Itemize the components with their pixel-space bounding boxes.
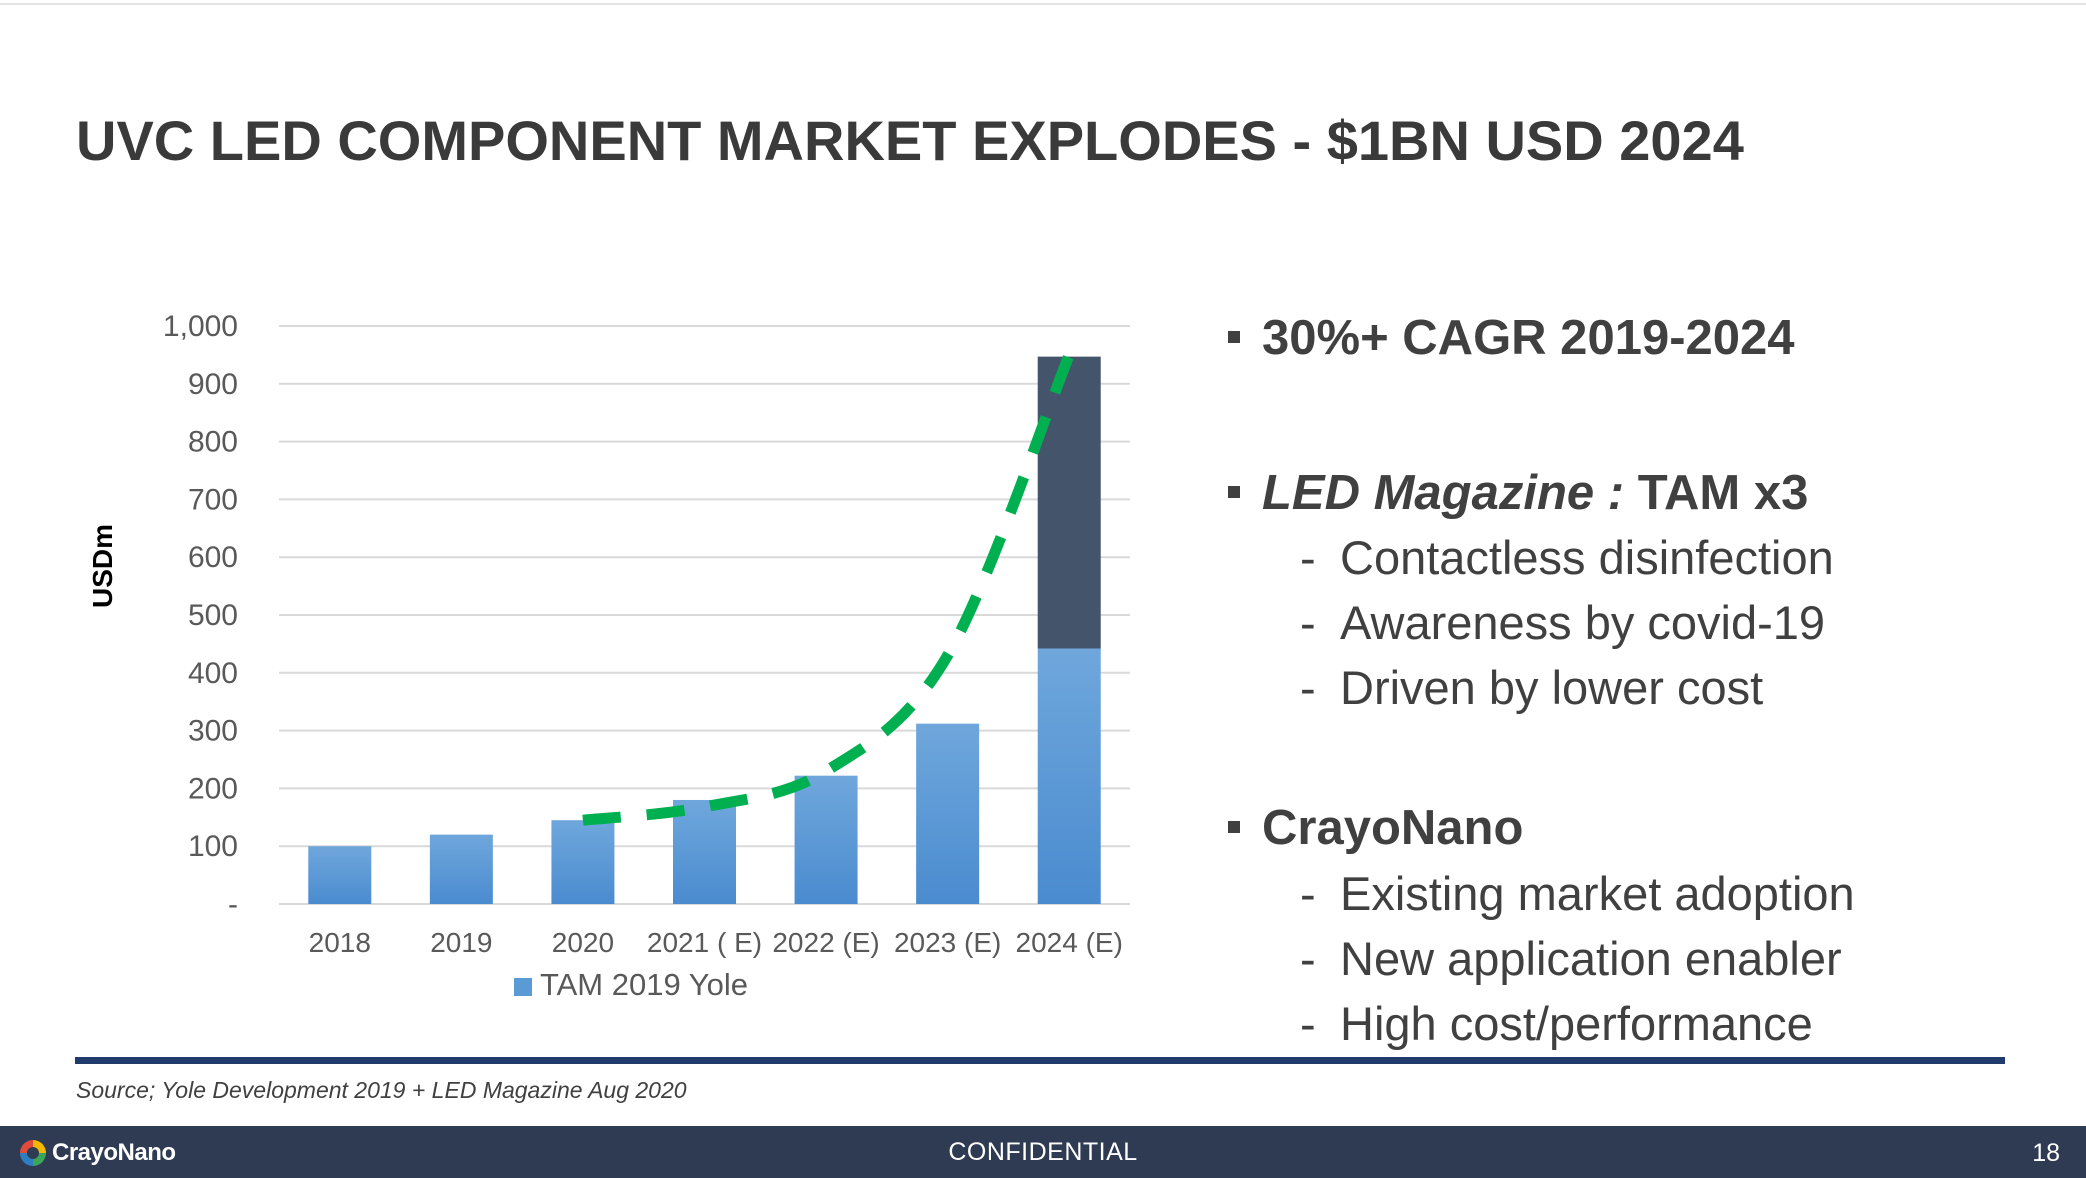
y-tick-label: 400	[188, 657, 238, 690]
y-tick-label: 1,000	[163, 310, 238, 343]
x-tick-label: 2020	[552, 927, 614, 958]
sub-bullet: - Driven by lower cost	[1300, 661, 1764, 714]
logo-text: CrayoNano	[52, 1139, 176, 1166]
sub-bullet: - Existing market adoption	[1300, 867, 1855, 920]
crayonano-logo-icon	[20, 1140, 46, 1166]
bar-tam-2019-yole	[551, 820, 615, 904]
bar-tam-2019-yole	[916, 723, 980, 904]
bullet-square-icon	[1228, 331, 1240, 344]
x-tick-label: 2021 ( E)	[647, 927, 762, 958]
y-tick-label: 500	[188, 599, 238, 632]
source-note: Source; Yole Development 2019 + LED Maga…	[76, 1077, 687, 1103]
y-tick-label: 800	[188, 426, 238, 459]
footer-bar: CrayoNano CONFIDENTIAL 18	[0, 1126, 2086, 1178]
bullet-text: 30%+ CAGR 2019-2024	[1262, 311, 1795, 365]
bullet-text: TAM x3	[1624, 466, 1809, 520]
sub-bullet-text: High cost/performance	[1340, 997, 1813, 1050]
bullet-cagr: 30%+ CAGR 2019-2024	[1228, 310, 1795, 366]
sub-bullet-text: Driven by lower cost	[1340, 661, 1764, 714]
y-tick-label: -	[228, 888, 238, 921]
bar-tam-2019-yole	[308, 846, 372, 904]
y-tick-label: 900	[188, 368, 238, 401]
bar-tam-2019-yole	[673, 799, 736, 904]
x-tick-label: 2019	[430, 927, 492, 958]
top-rule	[0, 3, 2086, 5]
sub-bullet-text: Existing market adoption	[1340, 867, 1855, 920]
sub-bullet: - New application enabler	[1300, 932, 1842, 985]
bullet-led-magazine: LED Magazine : TAM x3	[1228, 465, 1808, 521]
page-number: 18	[2032, 1139, 2060, 1167]
y-tick-label: 600	[188, 541, 238, 574]
y-tick-label: 300	[188, 715, 238, 748]
sub-bullet: - Awareness by covid-19	[1300, 596, 1826, 649]
x-tick-label: 2023 (E)	[894, 927, 1001, 958]
bullet-text: CrayoNano	[1262, 801, 1524, 855]
x-tick-label: 2022 (E)	[772, 927, 879, 958]
bullet-square-icon	[1228, 486, 1240, 499]
sub-bullet-text: Awareness by covid-19	[1340, 596, 1826, 649]
sub-bullet-text: New application enabler	[1340, 932, 1842, 985]
sub-bullet-text: Contactless disinfection	[1340, 531, 1834, 584]
footer-divider	[75, 1057, 2005, 1064]
bar-stack-segment	[1037, 356, 1101, 649]
y-tick-label: 100	[188, 830, 238, 863]
trend-line	[582, 352, 1075, 826]
bullet-crayonano: CrayoNano	[1228, 800, 1523, 856]
bar-tam-2019-yole	[1037, 648, 1101, 904]
slide-title: UVC LED COMPONENT MARKET EXPLODES - $1BN…	[76, 109, 1744, 172]
market-chart: - 100 200 300 400 500 600 700 800 900 1,000 USDm 201…	[87, 310, 1130, 1002]
x-tick-label: 2024 (E)	[1016, 927, 1123, 958]
y-tick-label: 700	[188, 483, 238, 516]
legend-swatch	[514, 978, 532, 996]
confidential-label: CONFIDENTIAL	[948, 1138, 1138, 1166]
y-axis-label: USDm	[87, 524, 118, 608]
legend-label: TAM 2019 Yole	[540, 967, 748, 1002]
sub-bullet: - High cost/performance	[1300, 997, 1813, 1050]
bullet-square-icon	[1228, 821, 1240, 834]
bar-tam-2019-yole	[429, 834, 493, 904]
x-tick-label: 2018	[309, 927, 371, 958]
y-tick-label: 200	[188, 772, 238, 805]
crayonano-logo: CrayoNano	[20, 1138, 176, 1168]
sub-bullet: - Contactless disinfection	[1300, 531, 1834, 584]
bullet-italic-text: LED Magazine :	[1262, 466, 1625, 520]
bar-tam-2019-yole	[794, 775, 858, 904]
